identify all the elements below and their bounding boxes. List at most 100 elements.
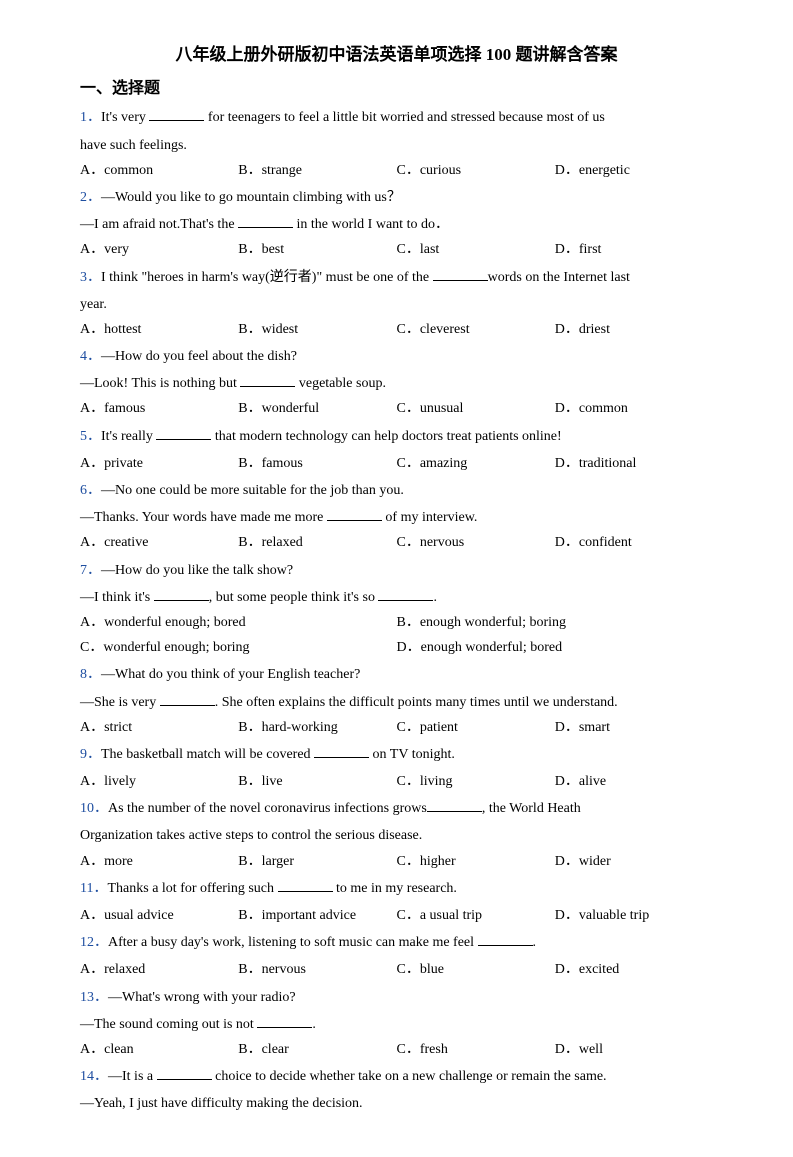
option-item[interactable]: B．important advice	[238, 903, 396, 928]
question-line: 8．—What do you think of your English tea…	[80, 662, 713, 687]
option-item[interactable]: D．wider	[555, 849, 713, 874]
question-line: 5．It's really that modern technology can…	[80, 424, 713, 449]
option-item[interactable]: C．wonderful enough; boring	[80, 635, 397, 660]
option-item[interactable]: D．confident	[555, 530, 713, 555]
question-line: 13．—What's wrong with your radio?	[80, 985, 713, 1010]
option-item[interactable]: D．first	[555, 237, 713, 262]
question-continuation: —I am afraid not.That's the in the world…	[80, 212, 713, 237]
option-item[interactable]: A．usual advice	[80, 903, 238, 928]
question-line: 1．It's very for teenagers to feel a litt…	[80, 105, 713, 130]
option-item[interactable]: B．famous	[238, 451, 396, 476]
question-text: —How do you feel about the dish?	[101, 349, 297, 364]
question-number: 13．	[80, 990, 108, 1005]
option-item[interactable]: B．nervous	[238, 957, 396, 982]
question-continuation: —Thanks. Your words have made me more of…	[80, 505, 713, 530]
option-item[interactable]: C．nervous	[397, 530, 555, 555]
question-continuation: —Look! This is nothing but vegetable sou…	[80, 371, 713, 396]
question-line: 3．I think "heroes in harm's way(逆行者)" mu…	[80, 265, 713, 290]
option-item[interactable]: D．enough wonderful; bored	[397, 635, 714, 660]
option-item[interactable]: B．best	[238, 237, 396, 262]
question-number: 2．	[80, 190, 101, 205]
option-item[interactable]: A．famous	[80, 396, 238, 421]
question-number: 1．	[80, 110, 101, 125]
option-item[interactable]: C．cleverest	[397, 317, 555, 342]
question-text: The basketball match will be covered on …	[101, 747, 455, 762]
question-continuation: —Yeah, I just have difficulty making the…	[80, 1091, 713, 1116]
option-item[interactable]: B．wonderful	[238, 396, 396, 421]
options-row: A．hottestB．widestC．cleverestD．driest	[80, 317, 713, 342]
option-item[interactable]: B．larger	[238, 849, 396, 874]
question-text: I think "heroes in harm's way(逆行者)" must…	[101, 270, 630, 285]
option-item[interactable]: A．more	[80, 849, 238, 874]
option-item[interactable]: B．live	[238, 769, 396, 794]
option-item[interactable]: C．unusual	[397, 396, 555, 421]
options-row: A．creativeB．relaxedC．nervousD．confident	[80, 530, 713, 555]
question-text: It's very for teenagers to feel a little…	[101, 110, 605, 125]
question-line: 4．—How do you feel about the dish?	[80, 344, 713, 369]
option-item[interactable]: A．relaxed	[80, 957, 238, 982]
question-text: It's really that modern technology can h…	[101, 429, 562, 444]
option-item[interactable]: D．common	[555, 396, 713, 421]
question-number: 7．	[80, 563, 101, 578]
option-item[interactable]: D．excited	[555, 957, 713, 982]
question-number: 11．	[80, 881, 107, 896]
question-line: 10．As the number of the novel coronaviru…	[80, 796, 713, 821]
option-item[interactable]: D．alive	[555, 769, 713, 794]
option-item[interactable]: A．lively	[80, 769, 238, 794]
option-item[interactable]: C．blue	[397, 957, 555, 982]
option-item[interactable]: A．clean	[80, 1037, 238, 1062]
section-header: 一、选择题	[80, 75, 713, 104]
options-row: A．usual adviceB．important adviceC．a usua…	[80, 903, 713, 928]
options-row: A．famousB．wonderfulC．unusualD．common	[80, 396, 713, 421]
option-item[interactable]: C．last	[397, 237, 555, 262]
option-item[interactable]: D．valuable trip	[555, 903, 713, 928]
option-item[interactable]: B．strange	[238, 158, 396, 183]
option-item[interactable]: A．creative	[80, 530, 238, 555]
options-row: A．relaxedB．nervousC．blueD．excited	[80, 957, 713, 982]
question-number: 9．	[80, 747, 101, 762]
option-item[interactable]: C．a usual trip	[397, 903, 555, 928]
option-item[interactable]: C．higher	[397, 849, 555, 874]
option-item[interactable]: B．clear	[238, 1037, 396, 1062]
option-item[interactable]: D．energetic	[555, 158, 713, 183]
option-item[interactable]: C．amazing	[397, 451, 555, 476]
option-item[interactable]: A．wonderful enough; bored	[80, 610, 397, 635]
question-line: 7．—How do you like the talk show?	[80, 558, 713, 583]
question-number: 6．	[80, 483, 101, 498]
option-item[interactable]: A．private	[80, 451, 238, 476]
option-item[interactable]: C．curious	[397, 158, 555, 183]
option-item[interactable]: C．fresh	[397, 1037, 555, 1062]
option-item[interactable]: C．patient	[397, 715, 555, 740]
option-item[interactable]: A．very	[80, 237, 238, 262]
question-number: 4．	[80, 349, 101, 364]
options-row: A．veryB．bestC．lastD．first	[80, 237, 713, 262]
option-item[interactable]: B．relaxed	[238, 530, 396, 555]
option-item[interactable]: A．hottest	[80, 317, 238, 342]
question-text: —No one could be more suitable for the j…	[101, 483, 404, 498]
option-item[interactable]: C．living	[397, 769, 555, 794]
options-row: A．strictB．hard-workingC．patientD．smart	[80, 715, 713, 740]
option-item[interactable]: B．enough wonderful; boring	[397, 610, 714, 635]
option-item[interactable]: D．well	[555, 1037, 713, 1062]
option-item[interactable]: D．traditional	[555, 451, 713, 476]
option-item[interactable]: B．widest	[238, 317, 396, 342]
question-number: 8．	[80, 667, 101, 682]
option-item[interactable]: A．strict	[80, 715, 238, 740]
option-item[interactable]: B．hard-working	[238, 715, 396, 740]
option-item[interactable]: D．driest	[555, 317, 713, 342]
question-number: 14．	[80, 1069, 108, 1084]
options-row: A．livelyB．liveC．livingD．alive	[80, 769, 713, 794]
options-row: A．cleanB．clearC．freshD．well	[80, 1037, 713, 1062]
question-text: —What's wrong with your radio?	[108, 990, 296, 1005]
question-number: 10．	[80, 801, 108, 816]
question-text: —Would you like to go mountain climbing …	[101, 190, 401, 205]
option-item[interactable]: A．common	[80, 158, 238, 183]
options-row: A．privateB．famousC．amazingD．traditional	[80, 451, 713, 476]
question-line: 6．—No one could be more suitable for the…	[80, 478, 713, 503]
document-title: 八年级上册外研版初中语法英语单项选择 100 题讲解含答案	[80, 40, 713, 71]
option-item[interactable]: D．smart	[555, 715, 713, 740]
question-number: 12．	[80, 935, 108, 950]
question-line: 9．The basketball match will be covered o…	[80, 742, 713, 767]
question-continuation: Organization takes active steps to contr…	[80, 823, 713, 848]
questions-container: 1．It's very for teenagers to feel a litt…	[80, 105, 713, 1116]
